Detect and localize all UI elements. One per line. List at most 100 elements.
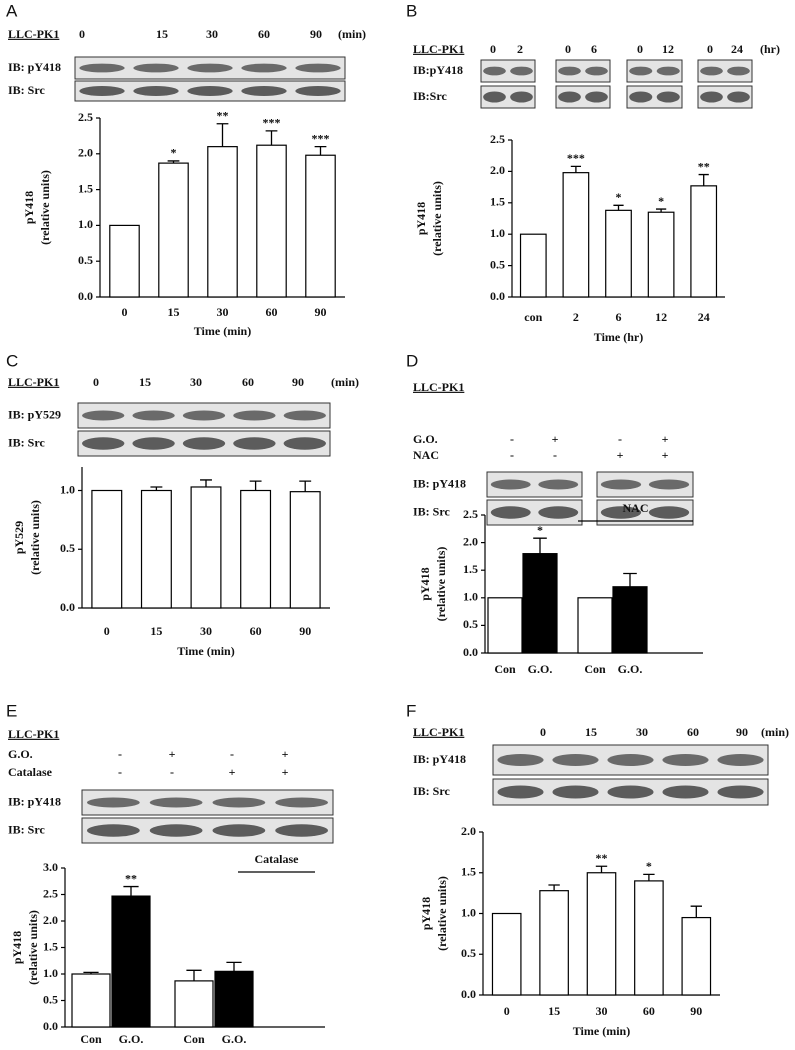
blot-band bbox=[700, 66, 723, 76]
blot-band bbox=[490, 479, 531, 490]
blot-band bbox=[295, 63, 341, 73]
panel: E LLC-PK1 G.O. - + - + Catalase - - + + IB: pY418 IB:… bbox=[6, 701, 334, 1046]
y-tick-label: 1.5 bbox=[490, 195, 505, 209]
blot-band bbox=[717, 754, 764, 766]
lane-label: 6 bbox=[591, 42, 597, 56]
lane-unit: (hr) bbox=[760, 42, 780, 56]
error-bar bbox=[123, 885, 139, 897]
bar bbox=[491, 912, 522, 996]
lane-label: 0 bbox=[79, 27, 85, 41]
y-tick-label: 2.5 bbox=[78, 110, 93, 124]
error-bar bbox=[216, 123, 229, 147]
blot-band bbox=[552, 754, 599, 766]
blot-band bbox=[648, 479, 690, 490]
blot-band bbox=[585, 66, 608, 76]
y-tick-label: 2.0 bbox=[461, 824, 476, 838]
blot-band bbox=[497, 754, 544, 766]
bar bbox=[577, 597, 613, 654]
treatment-sign: + bbox=[552, 432, 559, 446]
bar bbox=[487, 597, 523, 654]
error-bar bbox=[299, 480, 312, 492]
lane-label: 2 bbox=[517, 42, 523, 56]
y-tick-label: 0.0 bbox=[43, 1019, 58, 1033]
y-tick-label: 1.5 bbox=[43, 939, 58, 953]
blot-band bbox=[717, 785, 764, 799]
y-tick-label: 1.0 bbox=[463, 590, 478, 604]
y-tick-label: 1.0 bbox=[43, 966, 58, 980]
x-axis-label: Time (min) bbox=[194, 324, 251, 338]
blot-band bbox=[241, 86, 287, 96]
cell-line: LLC-PK1 bbox=[8, 727, 59, 741]
blot-row-label: IB:pY418 bbox=[413, 63, 463, 77]
y-tick-label: 0.5 bbox=[78, 253, 93, 267]
blot-band bbox=[607, 785, 654, 799]
x-tick-label: 30 bbox=[596, 1004, 608, 1018]
panel-letter: F bbox=[406, 701, 416, 720]
y-tick-label: 0.5 bbox=[60, 541, 75, 555]
y-axis-label: pY418 bbox=[414, 202, 428, 235]
treatment-sign: + bbox=[662, 432, 669, 446]
x-tick-label: 90 bbox=[690, 1004, 702, 1018]
error-bar bbox=[613, 204, 624, 211]
blot-band bbox=[558, 91, 581, 103]
bar bbox=[634, 880, 664, 996]
bar bbox=[158, 162, 189, 298]
bracket-label: Catalase bbox=[255, 852, 300, 866]
panel-letter: D bbox=[406, 351, 418, 370]
y-tick-label: 1.5 bbox=[463, 562, 478, 576]
x-axis-label: Time (min) bbox=[177, 644, 234, 658]
blot-band bbox=[241, 63, 287, 73]
blot-band bbox=[79, 63, 125, 73]
lane-label: 0 bbox=[490, 42, 496, 56]
y-tick-label: 0.0 bbox=[463, 645, 478, 659]
significance-label: *** bbox=[263, 116, 281, 130]
y-tick-label: 0.5 bbox=[43, 992, 58, 1006]
y-axis-label: pY418 bbox=[22, 191, 36, 224]
bar bbox=[605, 209, 632, 298]
x-tick-label: con bbox=[524, 310, 542, 324]
y-axis-label: (relative units) bbox=[26, 910, 40, 985]
lane-label: 0 bbox=[637, 42, 643, 56]
bar bbox=[562, 172, 590, 298]
y-tick-label: 0.5 bbox=[490, 257, 505, 271]
lane-unit: (min) bbox=[761, 725, 789, 739]
significance-label: *** bbox=[312, 131, 330, 145]
error-bar bbox=[167, 160, 180, 164]
treatment-sign: - bbox=[553, 448, 557, 462]
blot-band bbox=[600, 479, 642, 490]
bar bbox=[207, 146, 238, 298]
bar bbox=[91, 489, 123, 609]
x-tick-label: 30 bbox=[200, 624, 212, 638]
blot-band bbox=[607, 754, 654, 766]
bar bbox=[647, 211, 675, 298]
x-tick-label: 12 bbox=[655, 310, 667, 324]
cell-line: LLC-PK1 bbox=[8, 27, 59, 41]
error-bar bbox=[548, 884, 560, 891]
y-tick-label: 1.5 bbox=[461, 865, 476, 879]
blot-band bbox=[510, 66, 533, 76]
error-bar bbox=[643, 873, 655, 881]
x-tick-label: 15 bbox=[548, 1004, 560, 1018]
lane-label: 60 bbox=[258, 27, 270, 41]
y-axis-label: (relative units) bbox=[28, 500, 42, 575]
y-tick-label: 2.0 bbox=[490, 163, 505, 177]
panel-letter: E bbox=[6, 701, 17, 720]
bar bbox=[690, 185, 718, 298]
error-bar bbox=[249, 480, 262, 491]
treatment-sign: + bbox=[282, 765, 289, 779]
blot-box bbox=[555, 59, 611, 83]
y-tick-label: 0.0 bbox=[78, 289, 93, 303]
panel-letter: A bbox=[6, 1, 18, 20]
lane-label: 30 bbox=[190, 375, 202, 389]
cell-line: LLC-PK1 bbox=[8, 375, 59, 389]
error-bar bbox=[698, 173, 709, 186]
blot-band bbox=[82, 437, 125, 450]
y-axis-label: pY529 bbox=[12, 521, 26, 554]
significance-label: ** bbox=[596, 851, 608, 865]
x-tick-label: Con bbox=[183, 1032, 205, 1046]
y-axis-label: pY418 bbox=[10, 931, 24, 964]
x-tick-label: G.O. bbox=[222, 1032, 247, 1046]
significance-label: * bbox=[658, 194, 664, 208]
x-tick-label: 0 bbox=[104, 624, 110, 638]
